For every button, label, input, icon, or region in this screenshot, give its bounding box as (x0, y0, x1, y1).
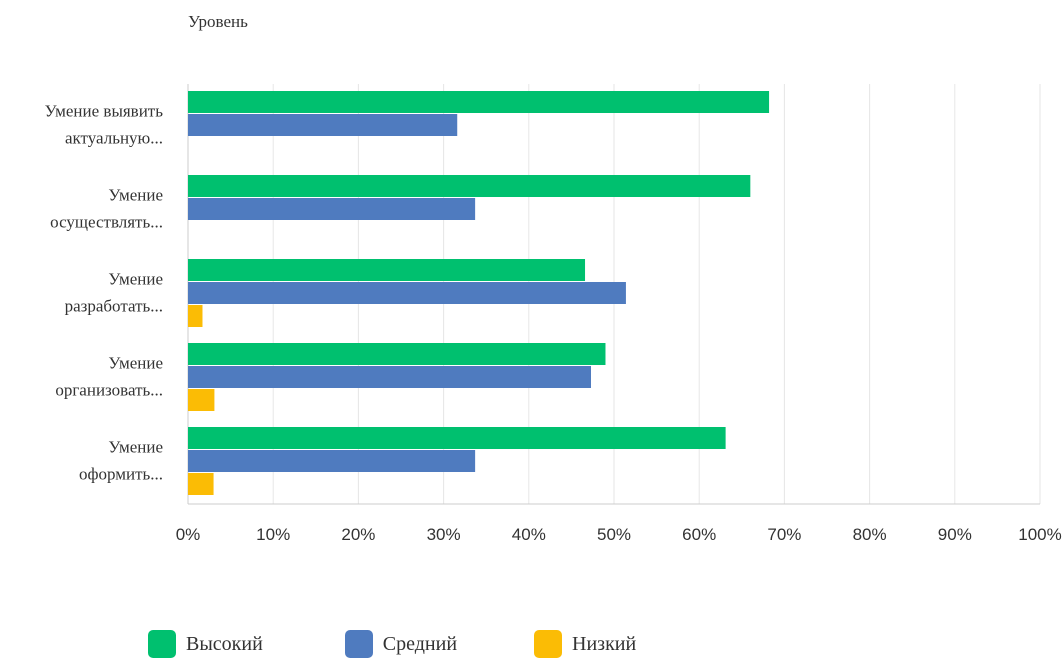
x-tick-label: 30% (427, 525, 461, 544)
bar-low (188, 305, 203, 327)
chart-title: Уровень (188, 12, 248, 31)
category-label: Умение (108, 270, 163, 289)
legend-swatch (344, 630, 373, 658)
bar-medium (188, 366, 591, 388)
legend-swatch (148, 630, 176, 658)
legend-swatch (534, 630, 563, 658)
x-tick-label: 20% (341, 525, 375, 544)
bar-high (188, 91, 770, 113)
bar-high (188, 343, 606, 365)
legend-item: Низкий (534, 630, 636, 658)
legend-item: Средний (344, 630, 458, 658)
category-label: организовать... (55, 381, 163, 400)
category-label: оформить... (79, 465, 163, 484)
category-label: Умение выявить (45, 102, 164, 121)
chart-plot: 0% 10% 20% 30% 40% 50% 60% 70% 80% 90% 100% Умение … (45, 84, 1062, 544)
bar-high (188, 175, 751, 197)
x-tick-label: 10% (256, 525, 290, 544)
bar-medium (188, 450, 476, 472)
x-tick-label: 80% (853, 525, 887, 544)
x-tick-label: 40% (512, 525, 546, 544)
bar-low (188, 473, 214, 495)
category-label: Умение (108, 438, 163, 457)
category-label: актуальную... (65, 129, 163, 148)
legend-label: Высокий (186, 632, 263, 655)
legend-label: Средний (382, 632, 458, 655)
bar-high (188, 427, 726, 449)
bar-high (188, 259, 586, 281)
category-label: Умение (108, 186, 163, 205)
bar-medium (188, 282, 626, 304)
x-tick-label: 60% (682, 525, 716, 544)
bar-medium (188, 114, 458, 136)
x-tick-label: 100% (1018, 525, 1061, 544)
x-tick-label: 90% (938, 525, 972, 544)
x-tick-label: 70% (767, 525, 801, 544)
bar-medium (188, 198, 476, 220)
legend-label: Низкий (572, 632, 637, 655)
x-tick-label: 50% (597, 525, 631, 544)
category-label: осуществлять... (50, 213, 163, 232)
chart-legend: Высокий Средний Низкий (148, 630, 666, 658)
category-label: Умение (108, 354, 163, 373)
bar-low (188, 389, 215, 411)
category-label: разработать... (65, 297, 163, 316)
legend-item: Высокий (148, 630, 263, 658)
x-tick-label: 0% (176, 525, 201, 544)
